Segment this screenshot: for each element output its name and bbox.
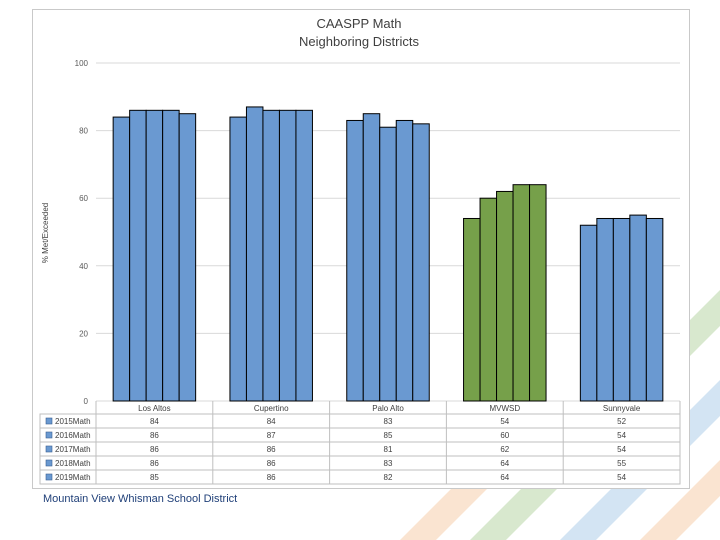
legend-label: 2018Math <box>55 459 91 468</box>
bar <box>129 109 147 402</box>
y-tick-label: 100 <box>75 59 89 68</box>
data-label: 64 <box>500 459 509 468</box>
bar <box>529 184 547 402</box>
legend-label: 2017Math <box>55 445 91 454</box>
bar <box>596 217 614 402</box>
bar <box>162 109 180 402</box>
x-tick-label: Palo Alto <box>372 404 404 413</box>
data-label: 52 <box>617 417 626 426</box>
bar <box>579 224 598 402</box>
legend-swatch <box>45 473 53 481</box>
data-label: 64 <box>500 473 509 482</box>
bar <box>178 113 197 402</box>
data-table-border <box>39 413 681 485</box>
bar <box>362 113 381 402</box>
legend-swatch <box>45 417 53 425</box>
data-label: 85 <box>150 473 159 482</box>
bar <box>262 109 280 402</box>
data-label: 86 <box>150 431 159 440</box>
data-label: 86 <box>150 445 159 454</box>
data-label: 84 <box>150 417 159 426</box>
bar <box>245 106 264 402</box>
legend-label: 2019Math <box>55 473 91 482</box>
x-tick-label: Cupertino <box>254 404 289 413</box>
bar <box>479 197 498 402</box>
data-label: 86 <box>267 473 276 482</box>
y-tick-label: 40 <box>79 262 88 271</box>
data-label: 82 <box>384 473 393 482</box>
data-label: 83 <box>384 459 393 468</box>
data-label: 83 <box>384 417 393 426</box>
bar <box>395 119 414 402</box>
data-label: 62 <box>500 445 509 454</box>
data-label: 86 <box>267 459 276 468</box>
x-tick-label: Sunnyvale <box>603 404 641 413</box>
legend-swatch <box>45 431 53 439</box>
bar <box>512 184 531 402</box>
y-tick-label: 0 <box>84 397 89 406</box>
legend-label: 2015Math <box>55 417 91 426</box>
x-tick-label: Los Altos <box>138 404 170 413</box>
data-label: 54 <box>500 417 509 426</box>
bar <box>346 119 364 402</box>
data-label: 54 <box>617 473 626 482</box>
data-label: 54 <box>617 445 626 454</box>
x-tick-label: MVWSD <box>489 404 520 413</box>
legend-label: 2016Math <box>55 431 91 440</box>
bar <box>629 214 647 402</box>
data-label: 84 <box>267 417 276 426</box>
bar <box>463 217 481 402</box>
decor-stripe <box>640 460 720 540</box>
legend-swatch <box>45 459 53 467</box>
data-label: 54 <box>617 431 626 440</box>
bar <box>145 109 164 402</box>
bar-chart: CAASPP Math Neighboring Districts % Met/… <box>39 16 681 485</box>
y-tick-label: 60 <box>79 194 88 203</box>
data-label: 87 <box>267 431 276 440</box>
data-label: 60 <box>500 431 509 440</box>
bar <box>496 190 514 402</box>
chart-title: CAASPP Math <box>316 16 401 31</box>
data-label: 81 <box>384 445 393 454</box>
y-tick-label: 80 <box>79 127 88 136</box>
bar <box>112 116 131 402</box>
data-label: 55 <box>617 459 626 468</box>
chart-subtitle: Neighboring Districts <box>299 34 419 49</box>
bar <box>645 217 664 402</box>
footer-district-name: Mountain View Whisman School District <box>43 493 238 505</box>
data-label: 86 <box>267 445 276 454</box>
bar <box>379 126 397 402</box>
bar <box>278 109 297 402</box>
y-tick-label: 20 <box>79 329 88 338</box>
data-label: 85 <box>384 431 393 440</box>
y-axis-label: % Met/Exceeded <box>41 203 50 263</box>
bar <box>412 123 430 402</box>
bar <box>295 109 313 402</box>
legend-swatch <box>45 445 53 453</box>
bar <box>229 116 247 402</box>
data-label: 86 <box>150 459 159 468</box>
bar <box>612 217 631 402</box>
